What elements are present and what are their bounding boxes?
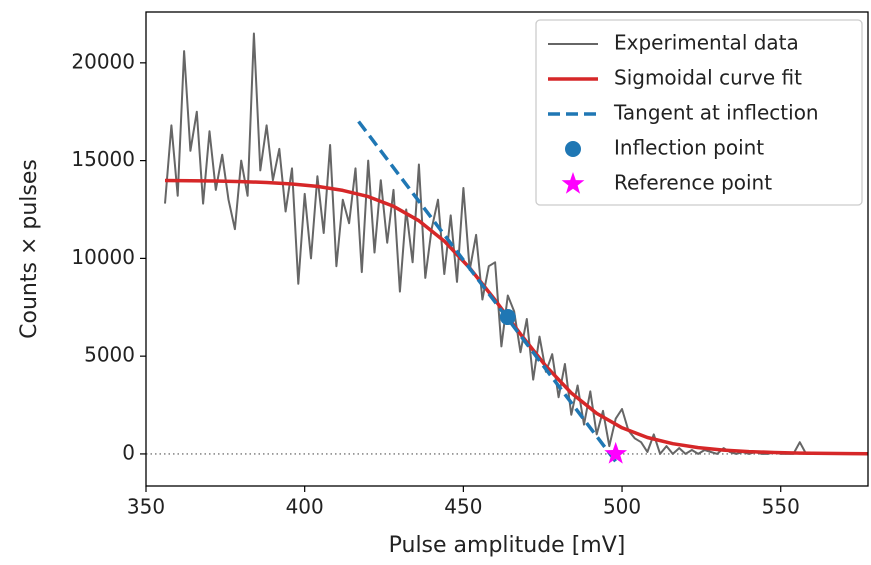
y-tick-label: 5000	[84, 343, 135, 367]
x-tick-label: 350	[127, 495, 165, 519]
legend-label: Experimental data	[614, 31, 799, 55]
marker	[499, 309, 516, 326]
series-line	[164, 32, 864, 455]
x-tick-label: 400	[286, 495, 324, 519]
series-line	[164, 178, 868, 456]
legend-label: Tangent at inflection	[613, 101, 819, 125]
legend-label: Inflection point	[614, 136, 764, 160]
x-axis-label: Pulse amplitude [mV]	[389, 533, 626, 558]
y-tick-label: 15000	[71, 147, 135, 171]
legend-swatch	[565, 141, 581, 157]
legend-label: Sigmoidal curve fit	[614, 66, 802, 90]
y-tick-label: 10000	[71, 245, 135, 269]
y-tick-label: 0	[122, 440, 135, 464]
x-tick-label: 450	[444, 495, 482, 519]
x-tick-label: 500	[603, 495, 641, 519]
plot-frame	[145, 11, 869, 487]
x-tick-label: 550	[762, 495, 800, 519]
legend-swatch	[561, 172, 585, 194]
y-tick-label: 20000	[71, 49, 135, 73]
plot-area	[164, 32, 868, 467]
y-axis-label: Counts × pulses	[17, 159, 42, 339]
marker	[604, 441, 628, 464]
legend-label: Reference point	[614, 171, 772, 195]
legend-box	[535, 19, 863, 206]
